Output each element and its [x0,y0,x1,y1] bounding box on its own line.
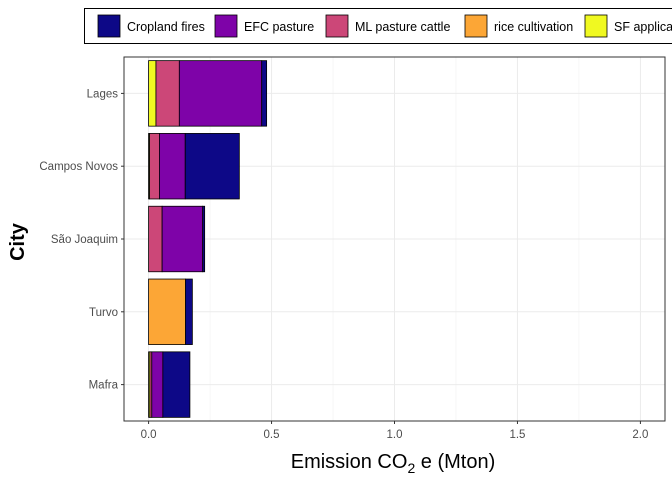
y-tick-label: Campos Novos [39,161,118,173]
legend-key [464,14,488,38]
bar-segment [185,278,193,345]
bar-segment [149,133,160,200]
x-axis: 0.0 0.5 1.0 1.5 2.0 [141,421,648,441]
legend: Cropland fires EFC pasture ML pasture catt… [84,8,672,44]
x-tick-label: 1.5 [509,429,525,441]
legend-key [97,14,121,38]
legend-label: rice cultivation [494,20,573,34]
legend-label: EFC pasture [244,20,314,34]
bar-segment [184,133,240,200]
x-axis-title-subscript: 2 [407,460,415,476]
y-tick-label: São Joaquim [51,234,118,246]
y-tick-label: Lages [87,88,119,100]
bar-segment [202,205,206,273]
y-tick-label: Turvo [89,307,118,319]
bar-segment [151,351,164,418]
legend-label: Cropland fires [127,20,205,34]
bar-segment [178,60,263,127]
x-tick-label: 0.5 [264,429,280,441]
bar-segment [162,351,191,418]
x-axis-title: Emission CO2 e (Mton) [291,451,496,476]
legend-key [584,14,608,38]
x-tick-label: 0.0 [141,429,157,441]
legend-label: SF application [614,20,672,34]
legend-label: ML pasture cattle [355,20,450,34]
bars [148,60,268,418]
bar-segment [148,278,186,345]
x-tick-label: 2.0 [632,429,648,441]
x-tick-label: 1.0 [387,429,403,441]
y-axis: Lages Campos Novos São Joaquim Turvo Mafra [39,88,124,392]
bar-segment [261,60,268,127]
bar-segment [155,60,180,127]
x-axis-title-prefix: Emission CO [291,451,408,473]
bar-segment [161,205,204,273]
bar-segment [148,60,157,127]
legend-box [84,8,672,44]
y-tick-label: Mafra [89,380,119,392]
legend-key [325,14,349,38]
bar-segment [159,133,186,200]
y-axis-title: City [7,222,29,261]
bar-segment [148,205,163,273]
x-axis-title-suffix: e (Mton) [415,451,495,473]
legend-key [214,14,238,38]
